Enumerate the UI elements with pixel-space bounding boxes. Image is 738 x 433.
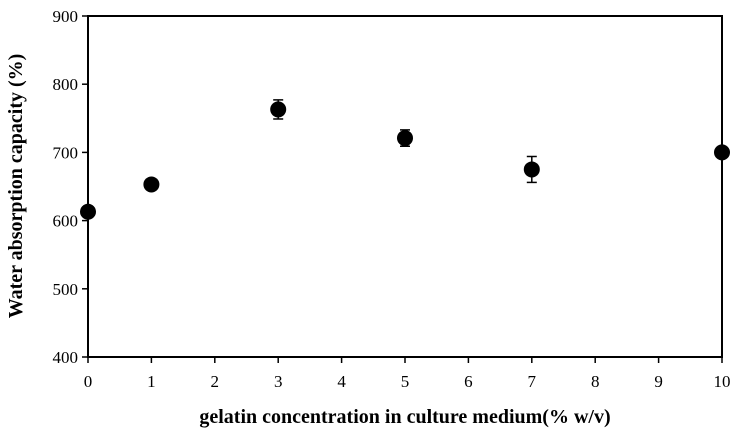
x-tick-label: 2 [211,372,220,391]
x-tick-label: 0 [84,372,93,391]
y-axis-title: Water absorption capacity (%) [5,54,27,319]
x-tick-label: 3 [274,372,283,391]
y-tick-label: 400 [53,348,79,367]
x-tick-label: 6 [464,372,473,391]
x-tick-label: 4 [337,372,346,391]
data-point [143,176,160,193]
x-axis-ticks: 0 1 2 3 4 5 6 7 8 9 10 [84,357,731,391]
data-point [80,203,96,220]
data-point [714,144,730,161]
y-tick-label: 900 [53,7,79,26]
x-tick-label: 7 [528,372,537,391]
x-tick-label: 10 [714,372,731,391]
data-point [523,161,540,178]
data-points [80,99,730,220]
y-tick-label: 600 [53,212,79,231]
x-tick-label: 1 [147,372,156,391]
x-axis-title: gelatin concentration in culture medium(… [199,406,610,428]
data-point [270,101,287,118]
y-tick-label: 500 [53,280,79,299]
data-point [397,130,413,147]
x-tick-label: 9 [654,372,663,391]
y-axis-ticks: 400 500 600 700 800 900 [53,7,88,367]
x-tick-label: 5 [401,372,410,391]
y-tick-label: 700 [53,143,79,162]
plot-area-frame [87,15,723,358]
y-tick-label: 800 [53,75,79,94]
x-tick-label: 8 [591,372,600,391]
